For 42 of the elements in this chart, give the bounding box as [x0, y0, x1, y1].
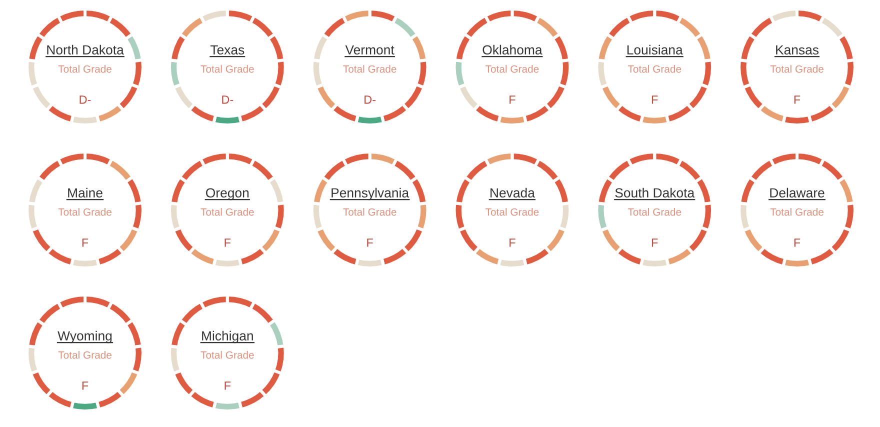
text: F: [652, 96, 658, 104]
text: F: [82, 382, 88, 390]
text: Total Grade: [770, 65, 824, 73]
text: Kansas: [776, 45, 819, 55]
text: Delaware: [770, 188, 824, 198]
text: Oregon: [206, 188, 249, 200]
text: F: [224, 238, 231, 247]
text: North Dakota: [47, 44, 124, 55]
text: F: [510, 238, 516, 247]
text: Total Grade: [770, 208, 824, 216]
text: Louisiana: [627, 44, 683, 55]
text: D-: [222, 96, 234, 104]
text: F: [224, 382, 231, 390]
text: Oklahoma: [482, 44, 542, 55]
text: Michigan: [202, 330, 253, 344]
text: Total Grade: [486, 65, 539, 73]
text: F: [510, 96, 516, 104]
text: F: [652, 238, 658, 247]
text: Total Grade: [628, 65, 682, 73]
text: Total Grade: [58, 208, 112, 216]
text: Total Grade: [343, 65, 396, 73]
text: Total Grade: [58, 351, 112, 359]
text: D-: [80, 96, 91, 104]
text: Texas: [210, 45, 244, 55]
text: Total Grade: [343, 208, 396, 216]
text: Vermont: [345, 45, 394, 55]
text: F: [794, 96, 800, 104]
text: Nevada: [490, 188, 535, 198]
text: D-: [364, 96, 376, 104]
text: F: [794, 238, 800, 247]
text: F: [367, 238, 373, 247]
text: South Dakota: [615, 188, 695, 198]
text: Total Grade: [486, 208, 539, 216]
text: Maine: [68, 188, 102, 198]
text: Total Grade: [200, 351, 254, 359]
text: Wyoming: [58, 330, 112, 344]
text: Pennsylvania: [332, 188, 410, 200]
text: Total Grade: [58, 65, 112, 73]
text: Total Grade: [628, 208, 682, 216]
text: Total Grade: [200, 208, 254, 216]
text: Total Grade: [200, 65, 254, 73]
text: F: [82, 238, 88, 247]
